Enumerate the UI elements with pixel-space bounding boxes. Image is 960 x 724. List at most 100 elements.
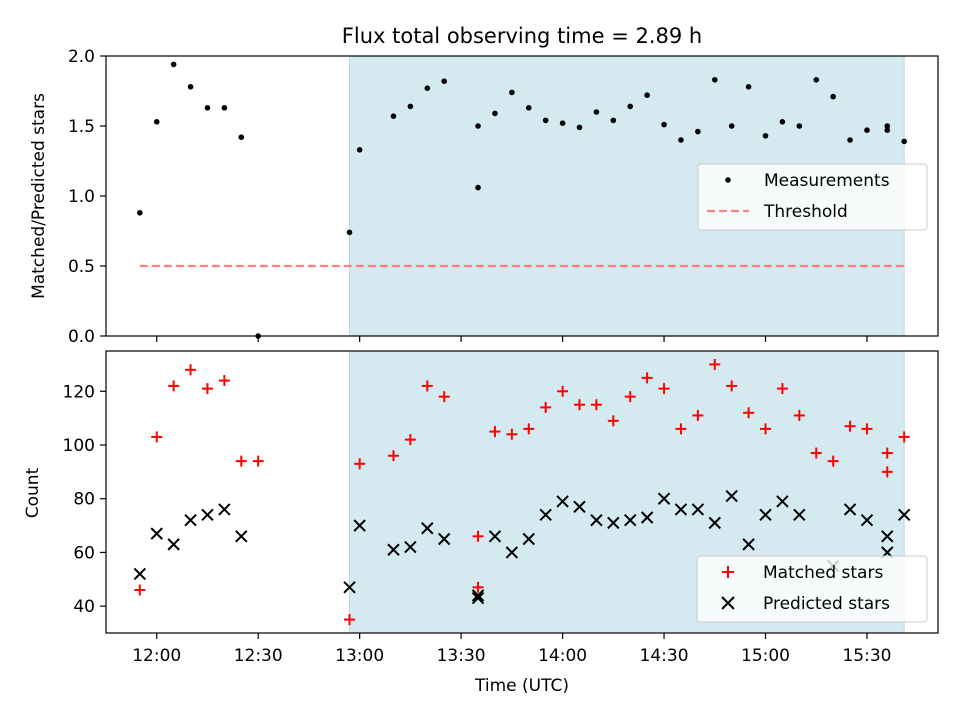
matched-star-point bbox=[827, 455, 839, 467]
measurement-point bbox=[884, 127, 891, 133]
matched-star-point bbox=[489, 426, 501, 438]
measurement-point bbox=[137, 210, 143, 216]
measurement-point bbox=[356, 147, 363, 153]
predicted-star-point bbox=[640, 511, 654, 524]
measurement-point bbox=[525, 105, 532, 111]
top-y-axis-label: Matched/Predicted stars bbox=[29, 93, 49, 299]
predicted-star-point bbox=[843, 503, 857, 516]
measurement-point bbox=[745, 84, 752, 90]
matched-star-point bbox=[590, 399, 602, 411]
measurement-point bbox=[627, 103, 634, 110]
top-y-tick-label: 1.5 bbox=[68, 117, 95, 137]
legend-matched-label: Matched stars bbox=[763, 563, 883, 583]
x-tick-label: 14:30 bbox=[640, 646, 689, 666]
measurement-point bbox=[661, 121, 667, 128]
predicted-star-point bbox=[167, 538, 180, 551]
matched-star-point bbox=[898, 431, 910, 443]
matched-star-point bbox=[692, 409, 704, 421]
measurement-point bbox=[864, 127, 870, 133]
x-axis-label: Time (UTC) bbox=[474, 676, 569, 696]
bottom-y-axis-label: Count bbox=[23, 467, 43, 518]
x-tick-label: 15:30 bbox=[842, 646, 891, 666]
legend-matched-marker bbox=[722, 566, 734, 578]
matched-star-point bbox=[881, 466, 893, 478]
measurement-point bbox=[762, 133, 769, 139]
measurement-point bbox=[170, 61, 177, 68]
matched-star-point bbox=[354, 458, 366, 470]
measurement-point bbox=[796, 123, 803, 129]
matched-star-point bbox=[506, 428, 518, 440]
measurement-point bbox=[711, 77, 718, 83]
predicted-star-point bbox=[488, 530, 502, 543]
matched-star-point bbox=[557, 385, 569, 397]
matched-star-point bbox=[844, 420, 856, 432]
bottom-legend: Matched stars Predicted stars bbox=[696, 555, 928, 623]
measurement-point bbox=[509, 89, 515, 96]
x-tick-label: 15:00 bbox=[741, 646, 790, 666]
bottom-y-tick-label: 60 bbox=[73, 543, 95, 563]
predicted-star-point bbox=[387, 543, 400, 556]
matched-star-point bbox=[760, 423, 772, 435]
predicted-star-point bbox=[505, 546, 519, 559]
measurement-point bbox=[475, 184, 481, 191]
matched-star-point bbox=[881, 447, 893, 459]
predicted-star-point bbox=[471, 591, 485, 605]
predicted-star-point bbox=[184, 513, 197, 527]
matched-star-point bbox=[540, 401, 552, 413]
measurement-point bbox=[153, 119, 160, 125]
measurement-point bbox=[559, 120, 566, 126]
predicted-star-point bbox=[776, 495, 789, 508]
predicted-star-point bbox=[657, 492, 671, 505]
matched-star-point bbox=[641, 372, 653, 384]
measurement-point bbox=[221, 105, 228, 111]
predicted-star-point bbox=[343, 581, 356, 594]
predicted-star-point bbox=[725, 489, 738, 503]
bottom-axes-frame bbox=[105, 350, 939, 634]
bottom-panel: 40 60 80 100 120 12:00 12:30 13:00 13:30 14:00 14… bbox=[23, 350, 939, 696]
predicted-star-point bbox=[150, 527, 163, 540]
measurement-point bbox=[779, 119, 786, 125]
predicted-star-point bbox=[421, 522, 434, 535]
predicted-star-point bbox=[624, 513, 637, 527]
legend-measurements-marker bbox=[725, 177, 731, 183]
measurement-point bbox=[542, 117, 549, 124]
measurement-point bbox=[847, 137, 853, 143]
matched-star-point bbox=[404, 434, 416, 446]
bottom-y-tick-label: 120 bbox=[63, 382, 95, 402]
predicted-star-point bbox=[133, 567, 147, 581]
matched-star-point bbox=[235, 455, 247, 467]
predicted-star-point bbox=[674, 503, 688, 516]
matched-star-point bbox=[709, 358, 721, 370]
predicted-star-point bbox=[793, 508, 806, 522]
top-y-tick-label: 0.5 bbox=[68, 257, 95, 277]
predicted-star-point bbox=[235, 530, 248, 543]
top-y-tick-label: 1.0 bbox=[68, 187, 95, 207]
matched-star-point bbox=[218, 375, 230, 387]
matched-star-point bbox=[523, 423, 535, 435]
predicted-star-point bbox=[353, 519, 366, 532]
top-legend: Measurements Threshold bbox=[697, 163, 928, 231]
measurement-point bbox=[610, 117, 617, 124]
predicted-star-point bbox=[471, 589, 485, 602]
x-tick-label: 13:30 bbox=[437, 646, 486, 666]
matched-star-point bbox=[573, 399, 585, 411]
matched-star-point bbox=[624, 391, 636, 403]
measurement-point bbox=[424, 85, 431, 91]
predicted-star-point bbox=[708, 516, 721, 530]
matched-star-point bbox=[793, 409, 805, 421]
legend-threshold-label: Threshold bbox=[763, 202, 848, 222]
predicted-star-point bbox=[881, 530, 894, 543]
predicted-star-point bbox=[522, 532, 535, 546]
x-tick-label: 12:00 bbox=[132, 646, 181, 666]
matched-star-point bbox=[252, 455, 264, 467]
measurement-point bbox=[441, 78, 448, 84]
measurement-point bbox=[390, 113, 397, 119]
matched-star-point bbox=[810, 447, 822, 459]
bottom-y-tick-label: 80 bbox=[73, 490, 95, 510]
matched-star-point bbox=[201, 383, 213, 395]
predicted-star-point bbox=[759, 508, 772, 522]
matched-star-point bbox=[776, 383, 788, 395]
predicted-star-point bbox=[573, 500, 586, 513]
matched-star-point bbox=[438, 391, 450, 403]
